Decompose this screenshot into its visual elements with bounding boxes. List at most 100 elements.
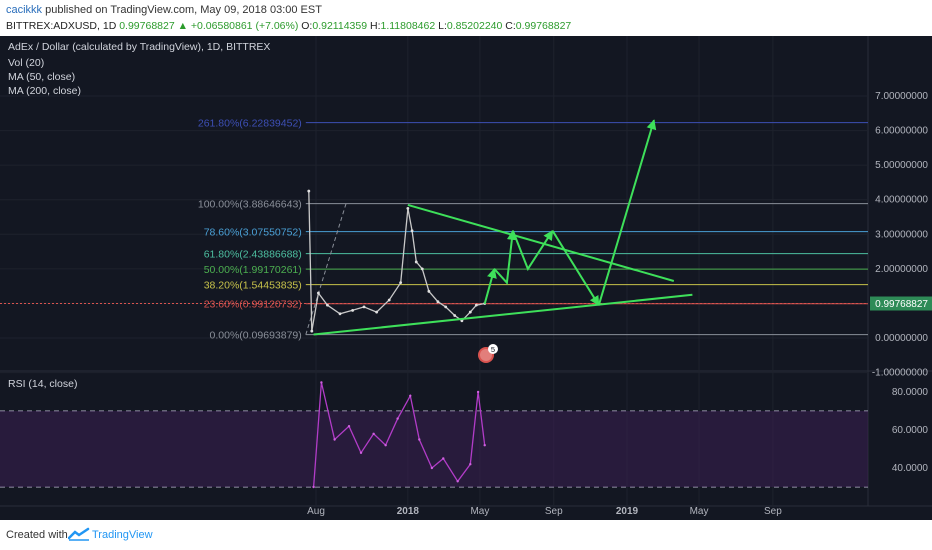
fib-diagonal [305,203,347,335]
trendline [407,203,675,282]
price-point [317,291,320,295]
current-price-label: 0.99768827 [875,299,928,310]
rsi-point [469,463,472,466]
current-price-tag [870,296,932,311]
ohlc-line: BITTREX:ADXUSD, 1D 0.99768827 ▲ +0.06580… [6,20,572,32]
rsi-point [384,444,387,447]
price-point [338,312,342,316]
tradingview-brand-link[interactable]: TradingView [92,529,153,541]
tradingview-logo-icon [68,527,90,541]
rsi-tick-label: 60.0000 [892,425,929,436]
published-text: published on TradingView.com, May 09, 20… [45,4,322,16]
fib-level-label: 50.00%(1.99170261) [204,264,302,276]
rsi-point [430,466,434,470]
legend-ma50: MA (50, close) [8,71,75,83]
time-tick-label: Aug [307,506,325,517]
price-tick-label: 6.00000000 [875,126,928,137]
price-point [453,314,457,317]
time-tick-label: 2018 [397,506,420,517]
price-tick-label: 2.00000000 [875,264,928,275]
earnings-flag-icon[interactable]: 5 [478,344,498,363]
last-price: 0.99768827 [119,20,175,32]
rsi-point [320,381,323,384]
price-point [307,189,311,193]
rsi-point [396,417,399,420]
price-point [468,310,472,314]
time-tick-label: Sep [764,506,782,517]
fib-level-label: 38.20%(1.54453835) [204,280,302,292]
rsi-point [333,438,336,441]
fib-level-label: 100.00%(3.88646643) [198,199,302,211]
projection-arrow [597,119,657,306]
header: cacikkk published on TradingView.com, Ma… [0,0,932,36]
time-tick-label: May [690,506,709,517]
rsi-point [347,425,351,428]
publisher-link[interactable]: cacikkk [6,4,43,16]
fib-level-label: 0.00%(0.09693879) [210,330,302,342]
price-point [444,305,448,309]
rsi-band [0,411,868,487]
price-change: ▲ +0.06580861 (+7.06%) [177,20,299,32]
projection-arrow [493,229,517,285]
projection-arrow [511,229,554,272]
rsi-point [409,394,412,397]
price-tick-label: 5.00000000 [875,160,928,171]
fib-level-label: 61.80%(2.43886688) [204,249,302,261]
time-tick-label: May [470,506,489,517]
price-tick-label: 4.00000000 [875,195,928,206]
event-badge-count: 5 [491,345,495,354]
price-tick-label: -1.00000000 [872,368,929,379]
price-series-line [308,191,485,332]
legend-vol: Vol (20) [8,57,44,69]
price-point [406,206,410,210]
price-tick-label: 7.00000000 [875,91,928,102]
high-value: 1.11808462 [380,20,436,32]
price-point [326,303,329,307]
trendline [313,293,693,336]
legend-ma200: MA (200, close) [8,85,81,97]
rsi-point [476,390,480,394]
rsi-point [312,485,315,489]
price-point [387,298,391,302]
rsi-label: RSI (14, close) [8,378,77,390]
price-point [375,310,379,314]
footer: Created with TradingView [0,520,932,550]
price-point [420,267,424,271]
price-point [351,308,355,312]
fib-level-label: 78.60%(3.07550752) [204,227,302,239]
rsi-tick-label: 80.0000 [892,387,929,398]
time-tick-label: Sep [545,506,563,517]
legend-title: AdEx / Dollar (calculated by TradingView… [8,41,270,53]
fib-level-label: 261.80%(6.22839452) [198,118,302,130]
rsi-point [483,444,486,447]
rsi-point [456,480,459,483]
projection-arrow [551,230,600,307]
price-point [474,303,478,307]
price-point [427,289,431,293]
created-with-text: Created with [6,529,68,541]
price-point [362,305,366,309]
rsi-point [372,432,375,435]
projection-arrow [483,267,497,305]
price-point [399,281,403,285]
rsi-series-line [312,382,486,488]
price-tick-label: 0.00000000 [875,333,928,344]
chart-svg[interactable]: 261.80%(6.22839452) 100.00%(3.88646643) 78… [0,36,932,520]
rsi-point [442,457,445,460]
rsi-tick-label: 40.0000 [892,463,929,474]
fib-level-label: 23.60%(0.99120732) [204,299,302,311]
price-point [436,300,440,304]
price-point [410,229,414,233]
price-point [414,260,418,264]
price-point [310,329,314,333]
rsi-point [359,451,363,454]
chart-area[interactable]: 261.80%(6.22839452) 100.00%(3.88646643) 78… [0,36,932,520]
close-value: 0.99768827 [515,20,572,32]
low-value: 0.85202240 [446,20,503,32]
publish-line: cacikkk published on TradingView.com, Ma… [6,4,322,16]
rsi-point [418,438,421,441]
price-tick-label: 3.00000000 [875,229,928,240]
symbol-label: BITTREX:ADXUSD, 1D [6,20,117,32]
open-value: 0.92114359 [312,20,368,32]
time-tick-label: 2019 [616,506,639,517]
